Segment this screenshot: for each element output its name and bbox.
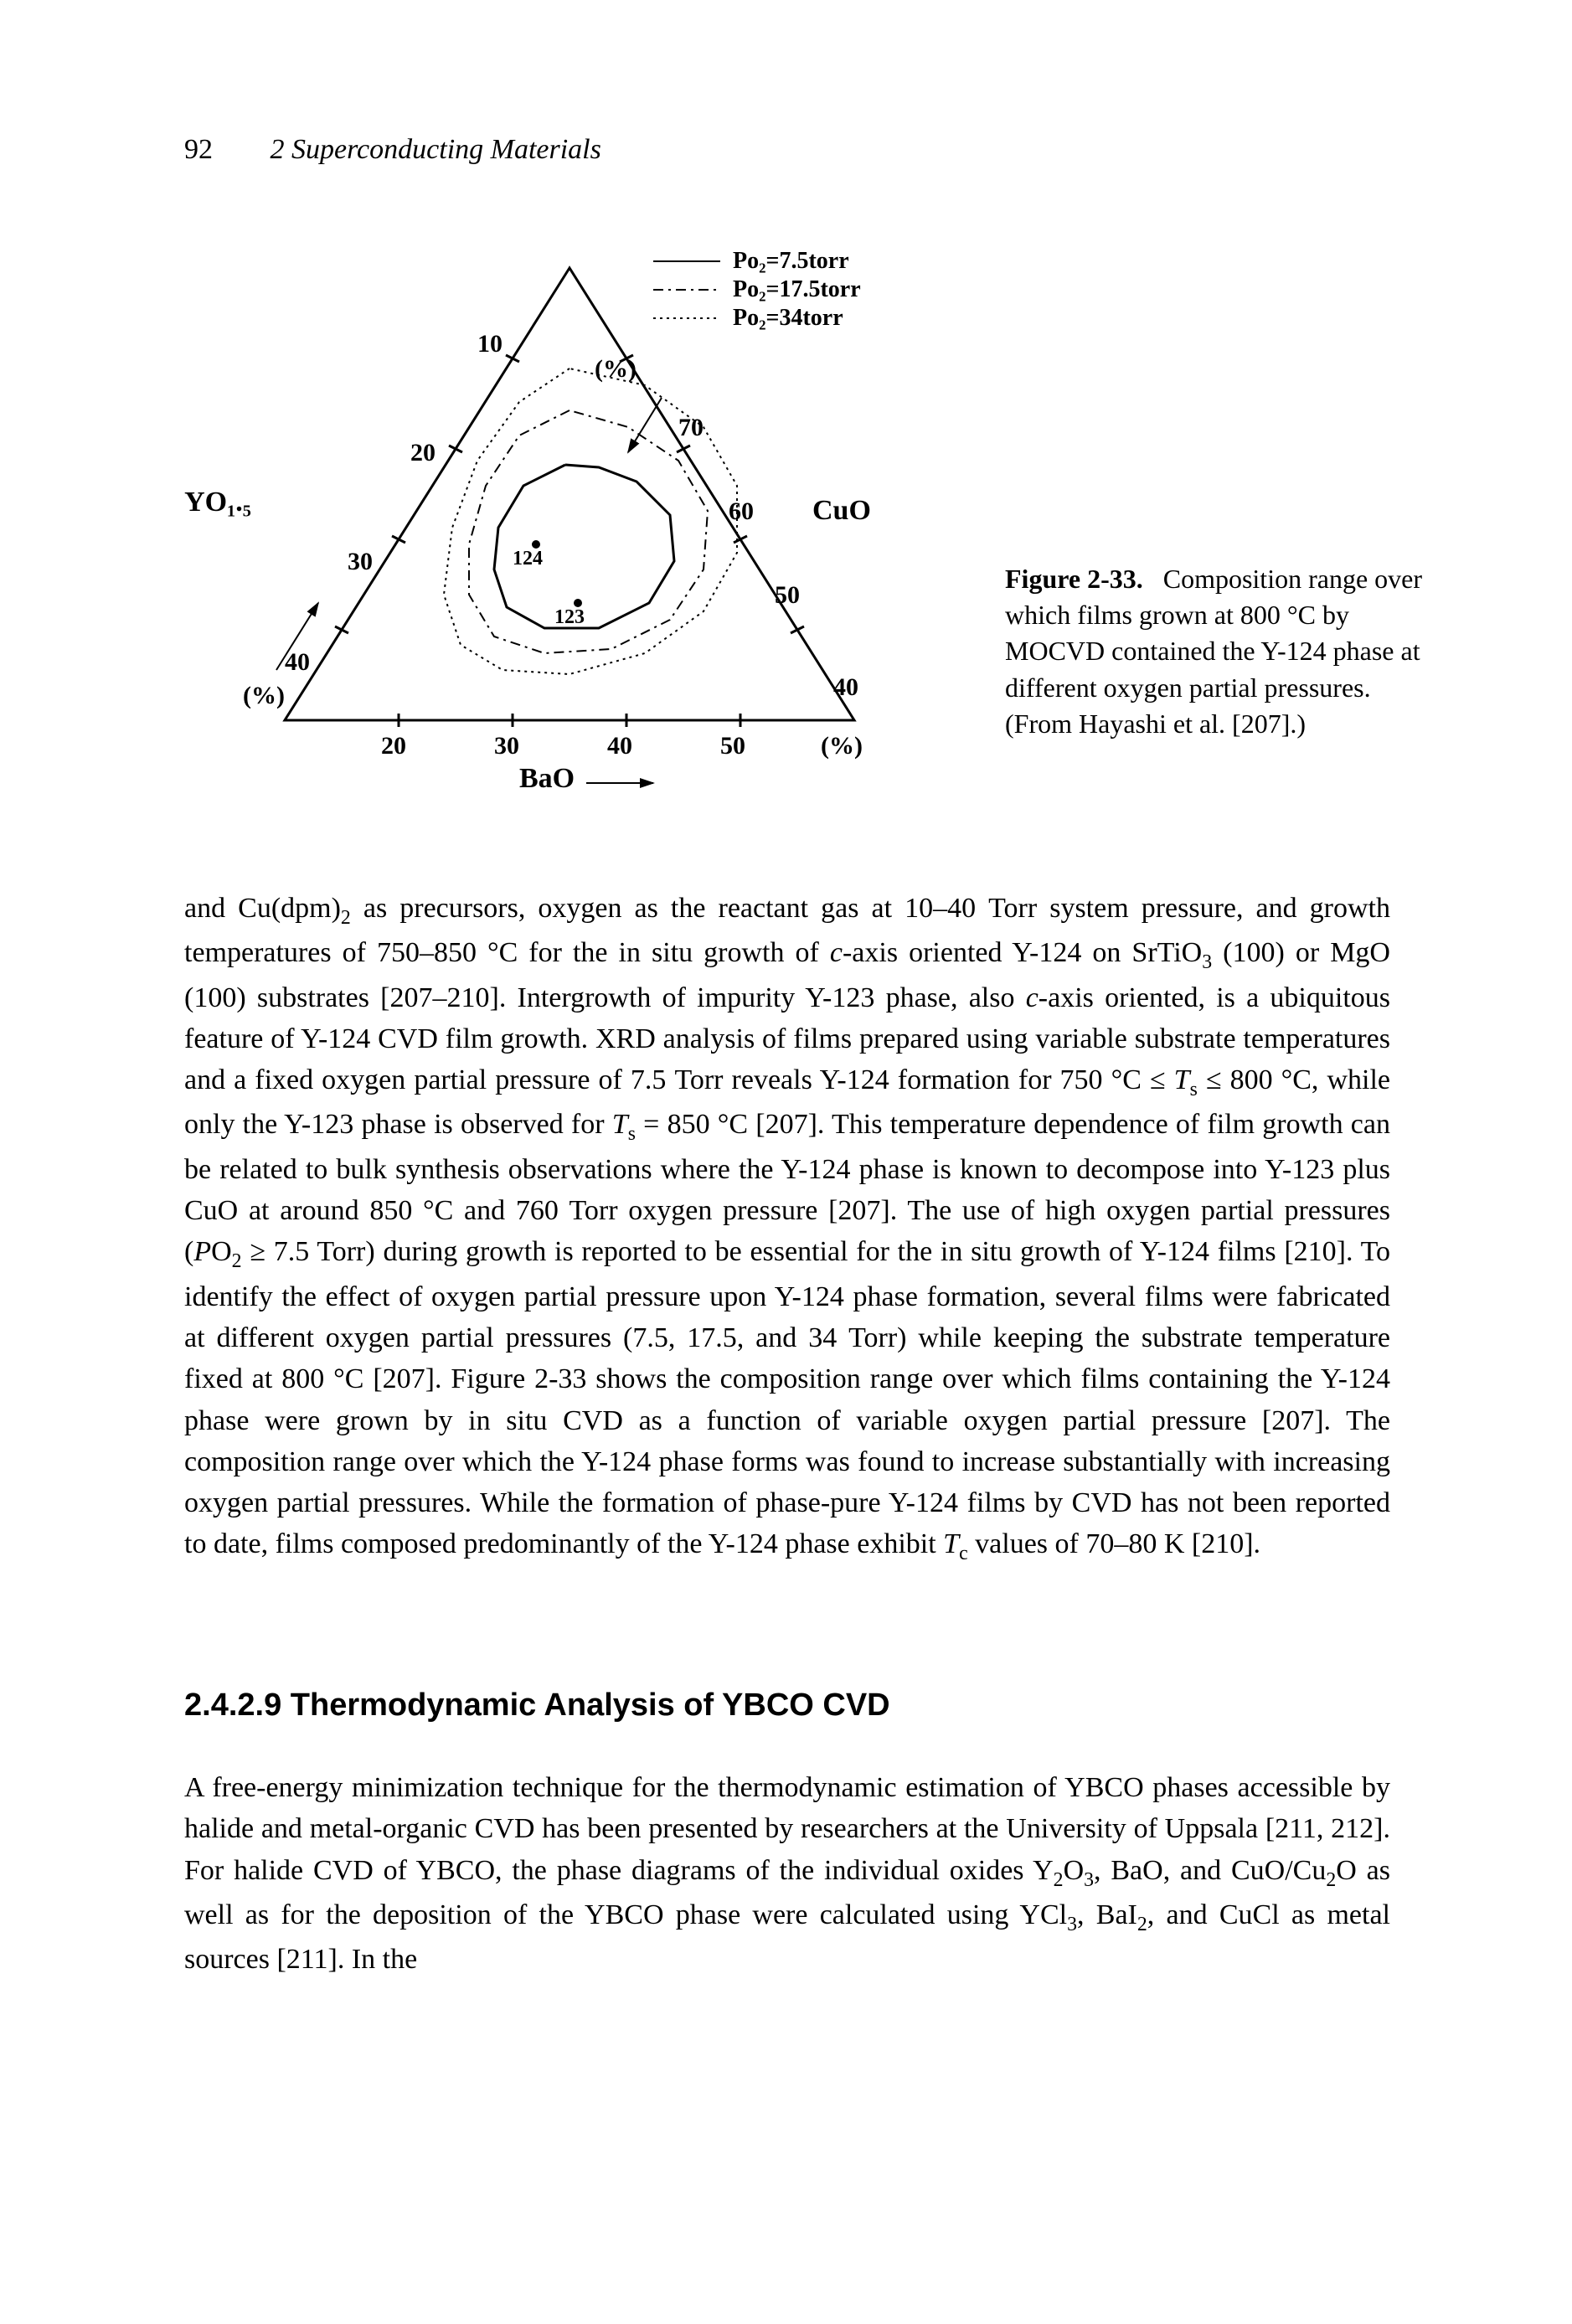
svg-text:123: 123 [554, 606, 585, 628]
running-head: 92 2 Superconducting Materials [184, 134, 601, 166]
svg-text:BaO: BaO [519, 763, 575, 794]
figure-caption: Figure 2-33. Composition range over whic… [1005, 561, 1441, 742]
svg-text:Po₂=7.5torr: Po₂=7.5torr [733, 248, 849, 274]
svg-text:Po₂=17.5torr: Po₂=17.5torr [733, 276, 861, 302]
svg-text:YO₁.₅: YO₁.₅ [184, 487, 251, 518]
body-paragraph-2: A free-energy minimization technique for… [184, 1767, 1390, 1980]
svg-text:60: 60 [729, 497, 754, 525]
svg-text:Po₂=34torr: Po₂=34torr [733, 305, 843, 331]
chapter-title: 2 Superconducting Materials [271, 134, 601, 165]
svg-text:CuO: CuO [812, 495, 871, 526]
ternary-diagram: 10 20 30 40 70 60 50 40 20 30 40 50 YO₁.₅ CuO BaO (%) (%… [184, 218, 955, 821]
svg-text:20: 20 [381, 732, 406, 760]
section-heading: 2.4.2.9 Thermodynamic Analysis of YBCO C… [184, 1688, 890, 1724]
svg-text:10: 10 [477, 330, 503, 358]
svg-text:30: 30 [348, 548, 373, 575]
page: 92 2 Superconducting Materials 10 20 30 40 7… [0, 0, 1572, 2324]
svg-text:50: 50 [720, 732, 745, 760]
svg-text:(%): (%) [821, 732, 863, 760]
svg-text:20: 20 [410, 439, 436, 466]
svg-text:40: 40 [833, 673, 858, 701]
body-paragraph: and Cu(dpm)2 as precursors, oxygen as th… [184, 888, 1390, 1569]
svg-text:70: 70 [678, 414, 704, 441]
page-number: 92 [184, 134, 213, 165]
svg-text:124: 124 [513, 548, 543, 569]
svg-text:40: 40 [285, 648, 310, 676]
svg-text:40: 40 [607, 732, 632, 760]
svg-text:(%): (%) [243, 682, 285, 709]
caption-label: Figure 2-33. [1005, 564, 1143, 594]
svg-text:(%): (%) [595, 355, 637, 383]
svg-text:30: 30 [494, 732, 519, 760]
figure-row: 10 20 30 40 70 60 50 40 20 30 40 50 YO₁.₅ CuO BaO (%) (%… [184, 218, 1404, 821]
svg-text:50: 50 [775, 581, 800, 609]
